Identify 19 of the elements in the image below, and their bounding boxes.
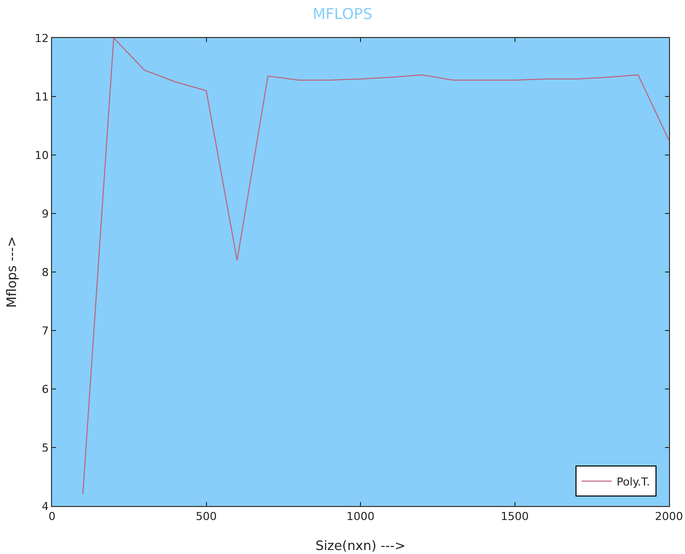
- y-tick-label: 9: [42, 207, 49, 220]
- y-tick-label: 10: [34, 148, 49, 162]
- y-tick-label: 6: [42, 382, 49, 396]
- x-tick-label: 1000: [346, 510, 374, 524]
- legend-label: Poly.T.: [616, 475, 650, 488]
- x-axis-title: Size(nxn) --->: [315, 539, 406, 554]
- line-series: [82, 38, 669, 495]
- y-tick-label: 8: [42, 266, 49, 279]
- x-tick-label: 2000: [655, 510, 683, 524]
- y-tick-label: 12: [34, 32, 49, 45]
- y-tick-label: 5: [42, 441, 49, 454]
- x-tick-label: 500: [196, 510, 217, 524]
- y-axis-title: Mflops --->: [5, 236, 20, 308]
- y-tick-label: 11: [34, 90, 49, 104]
- chart-title: MFLOPS: [312, 4, 372, 23]
- y-tick-label: 7: [42, 324, 49, 338]
- x-tick-label: 1500: [500, 510, 529, 524]
- x-tick-label: 0: [48, 510, 56, 524]
- y-tick-label: 4: [42, 500, 49, 513]
